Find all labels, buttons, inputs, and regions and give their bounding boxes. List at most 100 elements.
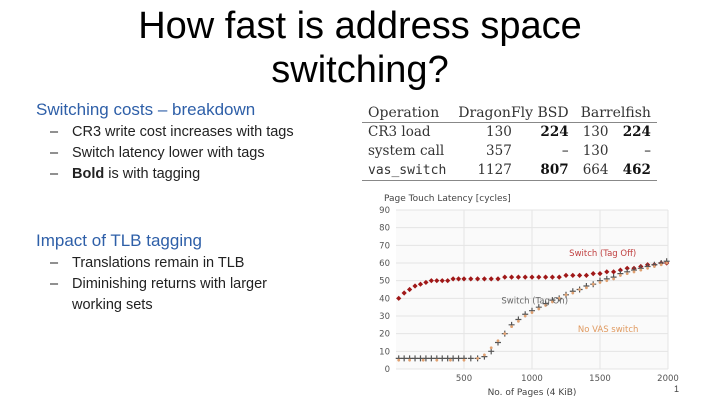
title-line-1: How fast is address space xyxy=(138,5,582,47)
bullet-text: Switch latency lower with tags xyxy=(72,145,265,161)
data-point-tag-off xyxy=(549,274,555,280)
bullet-text: CR3 write cost increases with tags xyxy=(72,124,294,140)
table-row: vas_switch 1127 807 664 462 xyxy=(362,161,657,181)
y-tick-label: 90 xyxy=(379,206,390,216)
bullet-dash: – xyxy=(50,255,59,271)
slide-title: How fast is address space switching? xyxy=(0,4,720,92)
cell-operation: vas_switch xyxy=(362,161,453,181)
data-point-tag-off xyxy=(450,276,456,282)
data-point-tag-on xyxy=(422,355,429,362)
x-axis-label: No. of Pages (4 KiB) xyxy=(488,388,577,398)
data-point-tag-off xyxy=(502,274,508,280)
y-tick-label: 60 xyxy=(379,259,390,269)
data-point-tag-on xyxy=(450,355,457,362)
data-point-no-vas-switch xyxy=(564,293,568,297)
header-operation: Operation xyxy=(362,104,453,123)
data-point-tag-off xyxy=(577,272,583,278)
data-point-tag-off xyxy=(611,269,617,275)
data-point-no-vas-switch xyxy=(510,325,513,328)
data-point-tag-off xyxy=(617,267,623,273)
section-heading-switching-costs: Switching costs – breakdown xyxy=(36,100,256,119)
data-point-no-vas-switch xyxy=(557,296,561,300)
data-point-no-vas-switch xyxy=(435,358,439,362)
data-point-tag-off xyxy=(543,274,549,280)
header-dragonfly: DragonFly BSD xyxy=(452,104,575,123)
y-tick-label: 70 xyxy=(379,241,390,251)
data-point-no-vas-switch xyxy=(639,268,643,272)
bullet-dash: – xyxy=(50,124,59,140)
y-tick-label: 20 xyxy=(379,330,390,340)
data-point-no-vas-switch xyxy=(605,279,609,283)
data-point-tag-off xyxy=(515,274,521,280)
data-point-no-vas-switch xyxy=(571,291,575,295)
data-point-tag-on xyxy=(428,355,435,362)
page-touch-latency-chart: 0 10 20 30 40 50 60 70 80 90 500 1000 1500 2000 Page T… xyxy=(356,186,680,400)
y-tick-label: 40 xyxy=(379,294,390,304)
data-point-no-vas-switch xyxy=(578,288,581,291)
cell-operation: system call xyxy=(368,143,445,159)
cell-barrelfish-tagged: 462 xyxy=(614,161,657,181)
bullet-dash: – xyxy=(50,166,59,182)
data-point-tag-on xyxy=(467,355,474,362)
chart-title: Page Touch Latency [cycles] xyxy=(384,194,511,204)
data-point-no-vas-switch xyxy=(483,353,486,357)
cell-barrelfish-tagged: 224 xyxy=(622,124,651,140)
section-heading-tlb-tagging: Impact of TLB tagging xyxy=(36,231,203,250)
bullet-item: – Switch latency lower with tags xyxy=(50,143,294,164)
x-tick-label: 2000 xyxy=(657,374,679,384)
bullet-item: – Diminishing returns with larger xyxy=(50,274,267,295)
data-point-tag-on xyxy=(444,355,451,362)
y-tick-label: 80 xyxy=(379,224,390,234)
bullet-list-switching-costs: – CR3 write cost increases with tags – Swi… xyxy=(50,122,294,185)
bullet-list-tlb-tagging: – Translations remain in TLB – Diminishing… xyxy=(50,253,267,316)
series-annotation: Switch (Tag Off) xyxy=(569,249,636,259)
data-point-no-vas-switch xyxy=(551,300,554,304)
cell-dragonfly-tagged: 224 xyxy=(540,124,569,140)
data-point-no-vas-switch xyxy=(523,314,527,318)
data-point-tag-on xyxy=(455,355,462,362)
data-point-no-vas-switch xyxy=(462,358,466,362)
bullet-dash: – xyxy=(50,145,59,161)
data-point-no-vas-switch xyxy=(612,277,615,281)
series-annotation: No VAS switch xyxy=(578,325,639,335)
bullet-text: is with tagging xyxy=(108,166,201,182)
data-point-no-vas-switch xyxy=(653,265,656,268)
cell-dragonfly-untagged: 357 xyxy=(486,143,512,159)
data-point-no-vas-switch xyxy=(625,272,629,275)
data-point-tag-on xyxy=(439,355,446,362)
data-point-no-vas-switch xyxy=(517,319,520,323)
data-point-no-vas-switch xyxy=(544,304,547,307)
data-point-no-vas-switch xyxy=(408,358,411,362)
x-tick-label: 1000 xyxy=(521,374,543,384)
bullet-text: Translations remain in TLB xyxy=(72,255,245,271)
data-point-no-vas-switch xyxy=(598,281,602,284)
cell-barrelfish-untagged: 130 xyxy=(582,124,609,140)
cell-dragonfly-tagged: 807 xyxy=(517,161,575,181)
data-point-tag-off xyxy=(583,272,589,278)
series-annotation: Switch (Tag On) xyxy=(501,297,568,307)
data-point-tag-on xyxy=(412,355,419,362)
data-point-no-vas-switch xyxy=(503,332,507,336)
data-point-no-vas-switch xyxy=(659,263,663,267)
y-tick-label: 30 xyxy=(379,312,390,322)
data-point-no-vas-switch xyxy=(665,261,669,265)
data-point-tag-on xyxy=(488,348,495,355)
data-point-tag-on xyxy=(401,355,408,362)
data-point-tag-off xyxy=(509,274,515,280)
operations-cost-table: Operation DragonFly BSD Barrelfish CR3 l… xyxy=(362,104,657,181)
data-point-no-vas-switch xyxy=(591,282,595,286)
data-point-tag-off xyxy=(455,276,462,282)
data-point-no-vas-switch xyxy=(585,286,588,290)
data-point-no-vas-switch xyxy=(496,339,500,343)
y-tick-label: 0 xyxy=(385,365,390,375)
bullet-text: working sets xyxy=(72,297,153,313)
data-point-no-vas-switch xyxy=(632,270,636,274)
data-point-no-vas-switch xyxy=(537,307,541,311)
table-header-row: Operation DragonFly BSD Barrelfish xyxy=(362,104,657,123)
bullet-dash: – xyxy=(50,276,59,292)
data-point-tag-off xyxy=(407,286,413,293)
data-point-no-vas-switch xyxy=(530,311,534,314)
cell-dragonfly-untagged: 1127 xyxy=(452,161,518,181)
data-point-no-vas-switch xyxy=(476,357,479,360)
data-point-tag-on xyxy=(417,355,424,362)
